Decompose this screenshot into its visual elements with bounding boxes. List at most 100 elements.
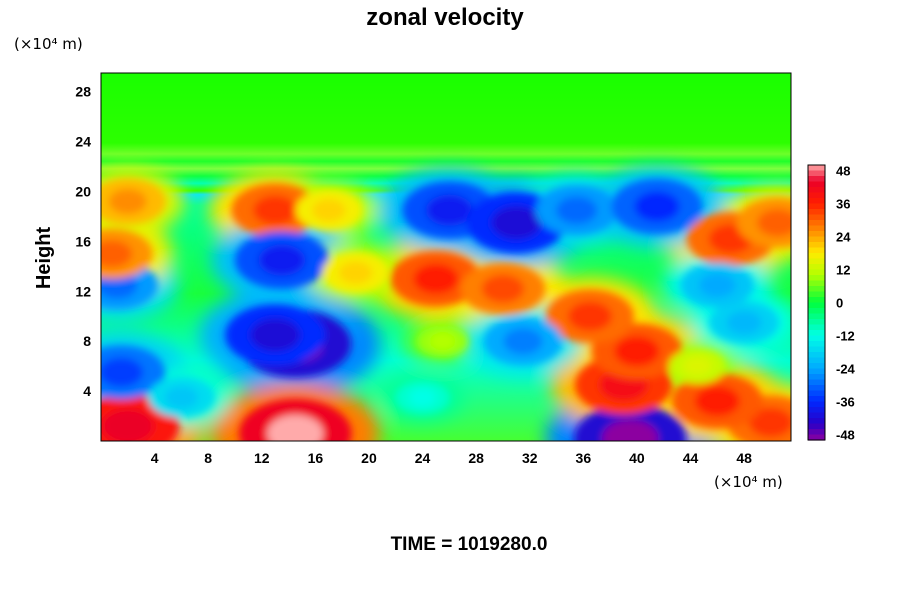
anomaly-core [413,263,459,295]
colorbar-tick-label: -24 [836,362,856,377]
colorbar-segment [808,335,825,342]
colorbar-segment [808,297,825,304]
y-tick-label: 28 [75,84,91,100]
anomaly-core [694,385,741,417]
colorbar-segment [808,220,825,227]
x-axis-ticks: 4 8 12 16 20 24 28 32 36 40 44 48 [151,450,752,466]
colorbar [807,164,826,441]
colorbar-segment [808,319,825,326]
colorbar-segment [808,434,825,441]
colorbar-ticks: 48 36 24 12 0 -12 -24 -36 -48 [836,164,856,443]
anomaly-core [748,407,791,437]
colorbar-segment [808,407,825,414]
colorbar-tick-label: 12 [836,263,850,278]
colorbar-segment [808,269,825,276]
x-tick-label: 24 [415,450,431,466]
colorbar-segment [808,308,825,315]
colorbar-segment [808,313,825,320]
colorbar-segment [808,291,825,298]
x-tick-label: 12 [254,450,270,466]
colorbar-segment [808,346,825,353]
anomaly-core [491,205,542,240]
y-tick-label: 16 [75,233,91,249]
colorbar-segment [808,286,825,293]
anomaly-core [726,310,762,335]
y-tick-label: 4 [83,383,91,399]
colorbar-segment [808,176,825,183]
x-tick-label: 44 [683,450,699,466]
colorbar-segment [808,242,825,249]
colorbar-segment [808,225,825,232]
colorbar-segment [808,341,825,348]
colorbar-segment [808,181,825,188]
colorbar-tick-label: -48 [836,428,855,443]
anomaly-core [267,414,324,441]
colorbar-segment [808,165,825,172]
anomaly-core [408,388,437,407]
anomaly-core [250,318,301,352]
colorbar-segment [808,330,825,337]
anomaly-core [568,301,613,331]
anomaly-core [429,332,456,350]
x-tick-label: 28 [468,450,484,466]
colorbar-segment [808,401,825,408]
colorbar-segment [808,368,825,375]
y-axis-ticks: 4 8 12 16 20 24 28 [75,84,91,399]
anomaly-core [312,199,346,222]
x-tick-label: 20 [361,450,377,466]
colorbar-segment [808,231,825,238]
colorbar-tick-label: 48 [836,164,850,179]
anomaly-core [682,356,712,376]
colorbar-segment [808,192,825,199]
colorbar-segment [808,258,825,265]
colorbar-segment [808,203,825,210]
anomaly-core [614,336,660,367]
colorbar-segment [808,170,825,177]
anomaly-core [338,261,373,284]
chart-title: zonal velocity [366,4,524,31]
colorbar-tick-label: 36 [836,197,850,212]
anomaly-core [101,408,154,441]
x-tick-label: 48 [736,450,752,466]
colorbar-segment [808,390,825,397]
colorbar-segment [808,187,825,194]
colorbar-tick-label: 24 [836,230,851,245]
colorbar-segment [808,253,825,260]
colorbar-tick-label: -36 [836,395,855,410]
x-axis-unit: (×10⁴ m) [714,473,783,491]
colorbar-segment [808,423,825,430]
colorbar-segment [808,385,825,392]
x-tick-label: 4 [151,450,159,466]
y-axis-label: Height [33,227,55,290]
colorbar-segment [808,357,825,364]
anomaly-core [108,188,147,215]
x-tick-label: 40 [629,450,645,466]
anomaly-core [481,274,525,303]
colorbar-segment [808,324,825,331]
colorbar-segment [808,247,825,254]
plot-frame [100,72,792,442]
y-tick-label: 24 [75,134,91,150]
x-tick-label: 8 [204,450,212,466]
colorbar-segment [808,280,825,287]
anomaly-core [258,244,306,276]
colorbar-segment [808,379,825,386]
x-tick-label: 16 [308,450,324,466]
anomaly-core [101,357,144,388]
colorbar-segment [808,374,825,381]
colorbar-segment [808,264,825,271]
colorbar-segment [808,418,825,425]
y-axis-unit: (×10⁴ m) [14,35,83,53]
anomaly-core [253,195,298,225]
colorbar-segment [808,214,825,221]
anomaly-core [602,419,659,441]
colorbar-frame [807,164,826,441]
anomaly-core [503,328,543,355]
colorbar-segment [808,363,825,370]
x-tick-label: 36 [576,450,592,466]
anomaly-core [164,386,199,409]
colorbar-segment [808,429,825,436]
colorbar-segment [808,198,825,205]
colorbar-segment [808,302,825,309]
